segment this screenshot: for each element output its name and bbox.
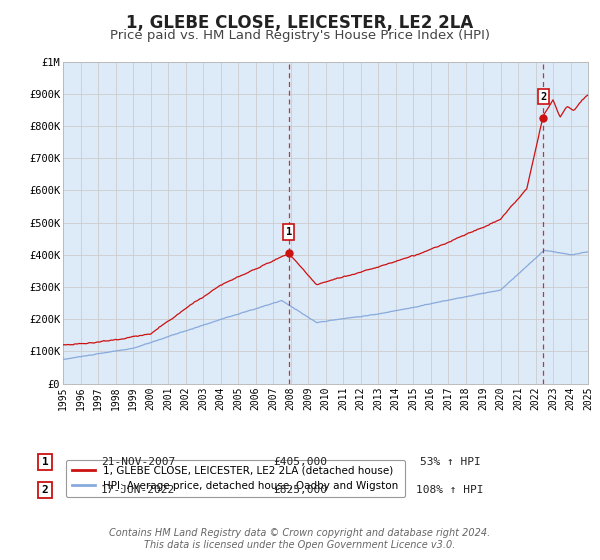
Text: 21-NOV-2007: 21-NOV-2007	[101, 457, 175, 467]
Text: 1: 1	[41, 457, 49, 467]
Text: 1: 1	[286, 227, 292, 237]
Text: £405,000: £405,000	[273, 457, 327, 467]
Legend: 1, GLEBE CLOSE, LEICESTER, LE2 2LA (detached house), HPI: Average price, detache: 1, GLEBE CLOSE, LEICESTER, LE2 2LA (deta…	[65, 460, 404, 497]
Text: 108% ↑ HPI: 108% ↑ HPI	[416, 485, 484, 495]
Text: 2: 2	[41, 485, 49, 495]
Text: 1, GLEBE CLOSE, LEICESTER, LE2 2LA: 1, GLEBE CLOSE, LEICESTER, LE2 2LA	[127, 14, 473, 32]
Text: £825,000: £825,000	[273, 485, 327, 495]
Text: 2: 2	[540, 92, 547, 102]
Text: Price paid vs. HM Land Registry's House Price Index (HPI): Price paid vs. HM Land Registry's House …	[110, 29, 490, 42]
Text: 53% ↑ HPI: 53% ↑ HPI	[419, 457, 481, 467]
Text: 17-JUN-2022: 17-JUN-2022	[101, 485, 175, 495]
Text: Contains HM Land Registry data © Crown copyright and database right 2024.
This d: Contains HM Land Registry data © Crown c…	[109, 528, 491, 550]
